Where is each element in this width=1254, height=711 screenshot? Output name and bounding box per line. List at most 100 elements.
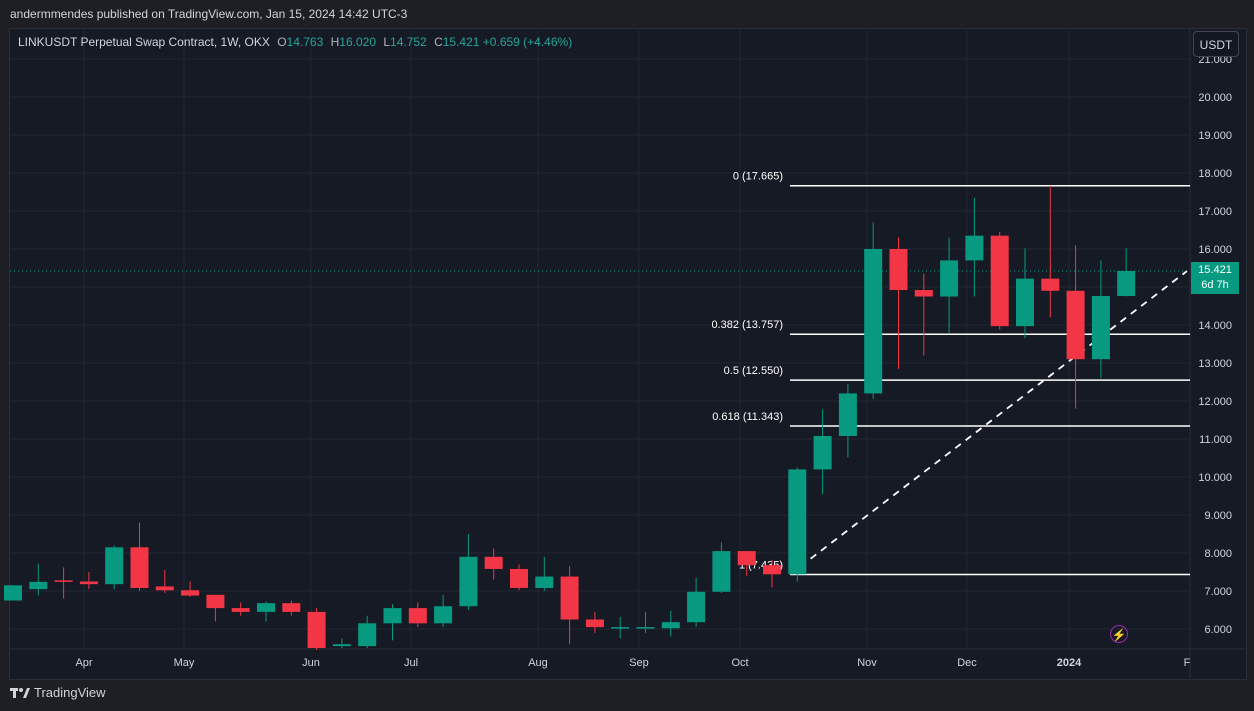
candle-body bbox=[763, 565, 781, 575]
fib-level-label: 0.5 (12.550) bbox=[724, 365, 783, 377]
time-tick-label: Oct bbox=[731, 657, 748, 669]
candle-body bbox=[282, 603, 301, 612]
time-tick-label: Nov bbox=[857, 657, 877, 669]
candle bbox=[155, 570, 174, 593]
price-tick-label: 20.000 bbox=[1198, 92, 1232, 104]
candle-body bbox=[585, 619, 604, 628]
candle-body bbox=[611, 627, 630, 629]
candle-body bbox=[510, 568, 528, 588]
candle-body bbox=[838, 393, 857, 436]
candle-body bbox=[1117, 271, 1136, 297]
time-axis: Apr May Jun Jul Aug Sep Oct Nov Dec 2024 F bbox=[75, 657, 1190, 669]
price-tick-label: 10.000 bbox=[1198, 472, 1232, 484]
grid-lines bbox=[10, 29, 1245, 678]
close-label: C bbox=[434, 35, 443, 49]
candle-body bbox=[914, 290, 933, 297]
fib-level-label: 0.618 (11.343) bbox=[712, 411, 783, 423]
time-tick-label: Aug bbox=[528, 657, 548, 669]
candle-body bbox=[813, 435, 832, 470]
time-tick-label: 2024 bbox=[1057, 657, 1082, 669]
candle bbox=[1016, 248, 1034, 339]
price-tick-label: 6.000 bbox=[1204, 624, 1232, 636]
time-tick-label: Sep bbox=[629, 657, 649, 669]
candle-body bbox=[1066, 290, 1085, 360]
change-value: +0.659 (+4.46%) bbox=[482, 35, 573, 49]
candle bbox=[79, 572, 98, 590]
price-tick-label: 18.000 bbox=[1198, 168, 1232, 180]
price-tick-label: 17.000 bbox=[1198, 206, 1232, 218]
price-tick-label: 12.000 bbox=[1198, 396, 1232, 408]
candle bbox=[206, 594, 225, 622]
candle bbox=[535, 556, 554, 591]
candle bbox=[383, 604, 402, 641]
candle-body bbox=[687, 591, 706, 623]
candle bbox=[332, 638, 351, 648]
candle-body bbox=[332, 644, 351, 647]
candle bbox=[763, 559, 781, 588]
price-tick-label: 16.000 bbox=[1198, 244, 1232, 256]
price-tick-label: 21.000 bbox=[1198, 54, 1232, 66]
symbol-title: LINKUSDT Perpetual Swap Contract, 1W, OK… bbox=[18, 35, 270, 49]
candle-body bbox=[1016, 278, 1034, 327]
candle-body bbox=[484, 556, 503, 569]
footer-brand-text: TradingView bbox=[34, 685, 106, 700]
candle bbox=[181, 581, 200, 597]
candle-body bbox=[1091, 296, 1110, 360]
last-price-value: 15.421 bbox=[1198, 264, 1232, 276]
candle bbox=[4, 585, 22, 601]
price-tick-label: 9.000 bbox=[1204, 510, 1232, 522]
candle-body bbox=[990, 235, 1009, 327]
fib-trend-line bbox=[789, 270, 1188, 576]
candle bbox=[965, 197, 984, 297]
candle bbox=[1091, 260, 1110, 379]
candle-body bbox=[889, 249, 908, 291]
candle bbox=[1117, 248, 1136, 297]
price-tick-label: 8.000 bbox=[1204, 548, 1232, 560]
price-tick-label: 7.000 bbox=[1204, 586, 1232, 598]
price-tick-label: 14.000 bbox=[1198, 320, 1232, 332]
candle-body bbox=[130, 547, 149, 588]
fib-retracement: 0 (17.665) 0.382 (13.757) 0.5 (12.550) 0.61… bbox=[711, 171, 1190, 576]
candle-body bbox=[788, 469, 807, 575]
candle-body bbox=[560, 576, 579, 620]
candle bbox=[1041, 185, 1060, 318]
candle bbox=[838, 383, 857, 458]
currency-button[interactable]: USDT bbox=[1193, 31, 1239, 57]
candle bbox=[408, 602, 427, 628]
time-tick-label: Dec bbox=[957, 657, 977, 669]
candle bbox=[307, 608, 326, 650]
candle bbox=[484, 548, 503, 580]
candle bbox=[661, 610, 680, 637]
candle bbox=[510, 564, 528, 591]
candle bbox=[130, 522, 149, 591]
candle bbox=[813, 409, 832, 495]
last-price-tag: 15.421 6d 7h bbox=[1191, 262, 1239, 294]
chart-frame[interactable] bbox=[9, 28, 1247, 680]
price-tick-label: 11.000 bbox=[1199, 434, 1232, 446]
lightning-icon[interactable]: ⚡ bbox=[1110, 625, 1128, 643]
time-tick-label: Jul bbox=[404, 657, 418, 669]
candle-body bbox=[864, 249, 883, 394]
candle-body bbox=[1041, 278, 1060, 291]
candle bbox=[1066, 245, 1085, 409]
candle bbox=[585, 611, 604, 633]
symbol-legend[interactable]: LINKUSDT Perpetual Swap Contract, 1W, OK… bbox=[18, 35, 572, 49]
candle-body bbox=[105, 547, 124, 585]
candle bbox=[231, 602, 250, 616]
candle bbox=[358, 615, 377, 648]
candle bbox=[257, 601, 275, 622]
publication-info: andermmendes published on TradingView.co… bbox=[10, 7, 408, 21]
candle-body bbox=[181, 590, 200, 596]
high-label: H bbox=[330, 35, 340, 49]
candle-body bbox=[940, 260, 959, 297]
candle bbox=[54, 567, 73, 599]
candle-body bbox=[231, 608, 250, 612]
candle-body bbox=[712, 551, 731, 592]
candle-body bbox=[206, 594, 225, 609]
price-axis: 21.00020.00019.00018.00017.00016.00015.0… bbox=[1198, 54, 1232, 636]
candle bbox=[459, 534, 478, 610]
candle bbox=[864, 222, 883, 400]
footer-brand[interactable]: TradingView bbox=[10, 685, 106, 700]
candle bbox=[712, 542, 731, 593]
